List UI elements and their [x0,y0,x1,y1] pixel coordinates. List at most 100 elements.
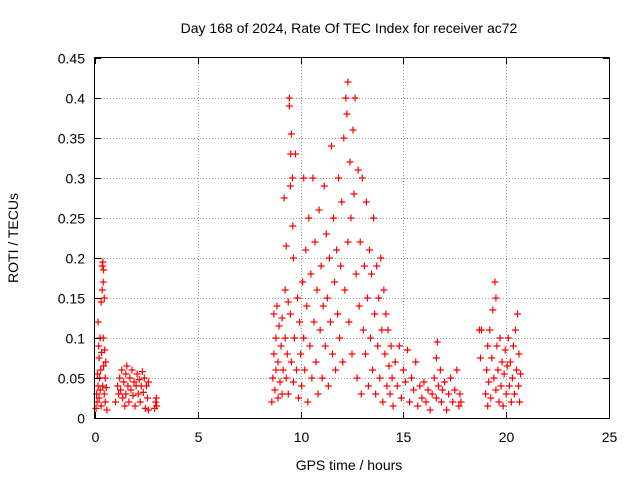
y-tick-label: 0.05 [58,371,85,387]
x-axis-label: GPS time / hours [296,457,403,473]
data-point [92,404,100,412]
data-point [497,382,505,390]
data-point [290,334,298,342]
data-point [388,374,396,382]
data-point [514,310,522,318]
data-point [494,366,502,374]
data-point [100,362,108,370]
data-point [310,318,318,326]
data-point [285,94,293,102]
data-point [375,294,383,302]
data-point [140,374,148,382]
data-point [100,294,108,302]
data-point [493,342,501,350]
data-point [296,318,304,326]
data-point [276,378,284,386]
data-point [342,94,350,102]
data-point [97,366,105,374]
data-point [410,386,418,394]
data-point [298,382,306,390]
data-point [401,378,409,386]
data-point [144,378,152,386]
data-point [99,258,107,266]
data-point [141,404,149,412]
data-point [291,150,299,158]
x-tick-labels: 0 5 10 15 20 25 [92,429,618,445]
data-point [510,390,518,398]
data-point [443,406,451,414]
data-point [327,142,335,150]
data-point [285,102,293,110]
data-point [125,398,133,406]
data-point [332,366,340,374]
data-point [324,382,332,390]
data-point [503,362,511,370]
data-point [95,394,103,402]
data-point [504,334,512,342]
x-tick-label: 25 [602,429,618,445]
data-point [287,358,295,366]
data-point [144,406,152,414]
data-point [374,342,382,350]
data-point [457,398,465,406]
data-point [367,334,375,342]
data-point [280,194,288,202]
data-point [498,358,506,366]
data-point [386,390,394,398]
data-point [103,406,111,414]
data-point [404,346,412,354]
data-point [301,366,309,374]
data-point [344,78,352,86]
data-point [500,370,508,378]
data-point [485,378,493,386]
data-point [320,182,328,190]
data-point [130,378,138,386]
data-point [432,394,440,402]
data-point [289,254,297,262]
data-point [152,398,160,406]
data-point [135,376,143,384]
data-point [505,382,513,390]
data-point [363,294,371,302]
data-point [314,390,322,398]
data-point [282,242,290,250]
y-tick-label: 0.15 [58,291,85,307]
data-point [287,130,295,138]
data-point [311,238,319,246]
data-point [351,94,359,102]
data-point [299,278,307,286]
data-point [303,302,311,310]
data-point [482,390,490,398]
data-point [354,166,362,174]
data-point [345,318,353,326]
data-point [509,342,517,350]
data-point [124,382,132,390]
data-point [393,382,401,390]
y-tick-label: 0 [77,411,85,427]
data-point [284,390,292,398]
data-point [93,370,101,378]
data-point [516,398,524,406]
data-point [362,198,370,206]
x-tick-label: 20 [499,429,515,445]
data-point [501,346,509,354]
data-point [274,358,282,366]
data-point [349,126,357,134]
data-point [343,110,351,118]
data-point [143,394,151,402]
data-point [508,374,516,382]
tick-layer [95,58,610,419]
data-point [114,382,122,390]
data-point [341,286,349,294]
data-point [100,266,108,274]
data-point [336,334,344,342]
y-axis-label: ROTI / TECUs [5,193,21,283]
data-point [318,374,326,382]
data-point [365,246,373,254]
data-point [456,390,464,398]
data-point [484,402,492,410]
data-point [350,190,358,198]
grid-layer [95,58,609,418]
data-point [445,390,453,398]
data-point [101,398,109,406]
